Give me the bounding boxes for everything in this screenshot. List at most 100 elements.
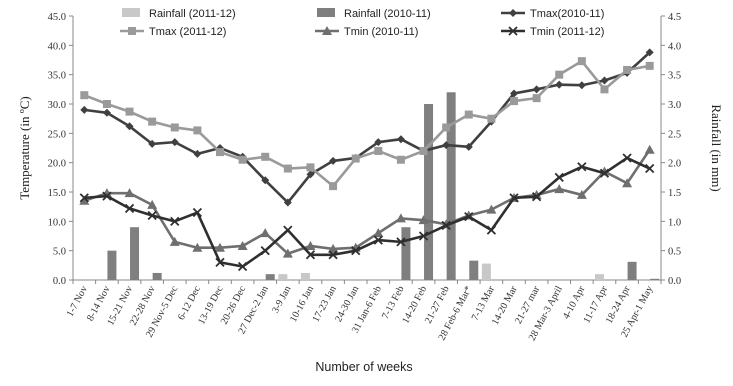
point <box>237 261 248 272</box>
point <box>487 114 496 123</box>
point <box>532 94 541 103</box>
point <box>351 154 360 163</box>
point <box>124 188 135 198</box>
point <box>322 26 332 35</box>
point <box>555 70 564 79</box>
point <box>125 122 134 131</box>
point <box>102 108 111 117</box>
point <box>418 231 429 241</box>
x-tick-label: 1-7 Nov <box>65 284 90 318</box>
y-axis-title-left: Temperature (in ºC) <box>17 96 32 199</box>
point <box>305 240 316 250</box>
point <box>464 142 473 151</box>
point <box>124 203 135 214</box>
y-tick-label-left: 25.0 <box>48 129 66 140</box>
point <box>373 228 384 238</box>
point <box>193 126 202 135</box>
y-tick-label-right: 1.0 <box>668 217 681 228</box>
point <box>261 176 270 185</box>
lines <box>79 48 655 272</box>
point <box>216 148 224 157</box>
point <box>283 164 292 173</box>
point <box>148 117 157 126</box>
point <box>374 146 383 155</box>
point <box>169 236 180 246</box>
point <box>373 235 383 245</box>
point <box>328 243 339 253</box>
point <box>148 139 157 148</box>
point <box>80 105 89 114</box>
y-tick-label-right: 4.0 <box>668 41 681 52</box>
y-tick-label-right: 3.5 <box>668 71 681 82</box>
point <box>101 188 112 198</box>
point <box>282 248 293 258</box>
point <box>147 210 157 221</box>
point <box>442 141 451 150</box>
point <box>600 76 609 85</box>
legend-swatch <box>122 8 140 17</box>
y-tick-label-left: 5.0 <box>53 247 66 258</box>
point <box>441 220 451 231</box>
point <box>79 193 89 203</box>
point <box>237 240 248 250</box>
y-tick-label-left: 45.0 <box>48 12 66 23</box>
point <box>396 135 405 144</box>
point <box>329 156 338 165</box>
y-tick-label-right: 1.5 <box>668 188 681 199</box>
point <box>102 100 111 108</box>
legend-label: Tmax (2011-12) <box>149 26 226 38</box>
bar <box>469 260 479 280</box>
point <box>645 48 654 57</box>
series-line <box>83 149 651 255</box>
y-tick-label-left: 0.0 <box>53 276 66 287</box>
point <box>215 257 225 268</box>
bar <box>265 274 275 280</box>
series-line <box>84 156 651 268</box>
point <box>509 9 517 17</box>
point <box>418 215 429 225</box>
point <box>79 195 90 205</box>
point <box>622 153 632 163</box>
bar <box>627 261 637 280</box>
point <box>306 163 315 172</box>
legend-label: Rainfall (2011-12) <box>149 8 236 20</box>
point <box>170 216 180 226</box>
point <box>193 149 202 158</box>
y-tick-label-right: 2.0 <box>668 159 681 170</box>
point <box>283 225 293 235</box>
bar <box>424 104 434 280</box>
point <box>531 192 542 202</box>
point <box>329 182 338 191</box>
point <box>623 65 632 74</box>
point <box>509 193 519 203</box>
point <box>577 162 587 172</box>
point <box>238 155 247 164</box>
point <box>328 250 338 260</box>
bar <box>278 274 288 280</box>
point <box>102 191 112 201</box>
point <box>306 170 315 179</box>
y-tick-label-left: 40.0 <box>48 41 66 52</box>
point <box>283 198 292 207</box>
point <box>576 189 587 199</box>
y-tick-label-left: 15.0 <box>48 188 66 199</box>
bar <box>152 272 162 280</box>
point <box>192 207 203 218</box>
x-axis-title: Number of weeks <box>315 360 412 374</box>
bar <box>107 250 117 280</box>
point <box>261 152 270 161</box>
legend-label: Tmax(2010-11) <box>530 8 604 20</box>
point <box>622 178 633 188</box>
point <box>128 27 136 35</box>
point <box>599 168 610 178</box>
y-tick-label-right: 0.0 <box>668 276 681 287</box>
point <box>510 89 518 98</box>
point <box>464 212 474 222</box>
point <box>374 138 383 147</box>
point <box>395 213 406 223</box>
point <box>80 91 89 100</box>
y-tick-label-right: 3.0 <box>668 100 681 111</box>
bar <box>300 272 310 280</box>
point <box>170 123 179 132</box>
